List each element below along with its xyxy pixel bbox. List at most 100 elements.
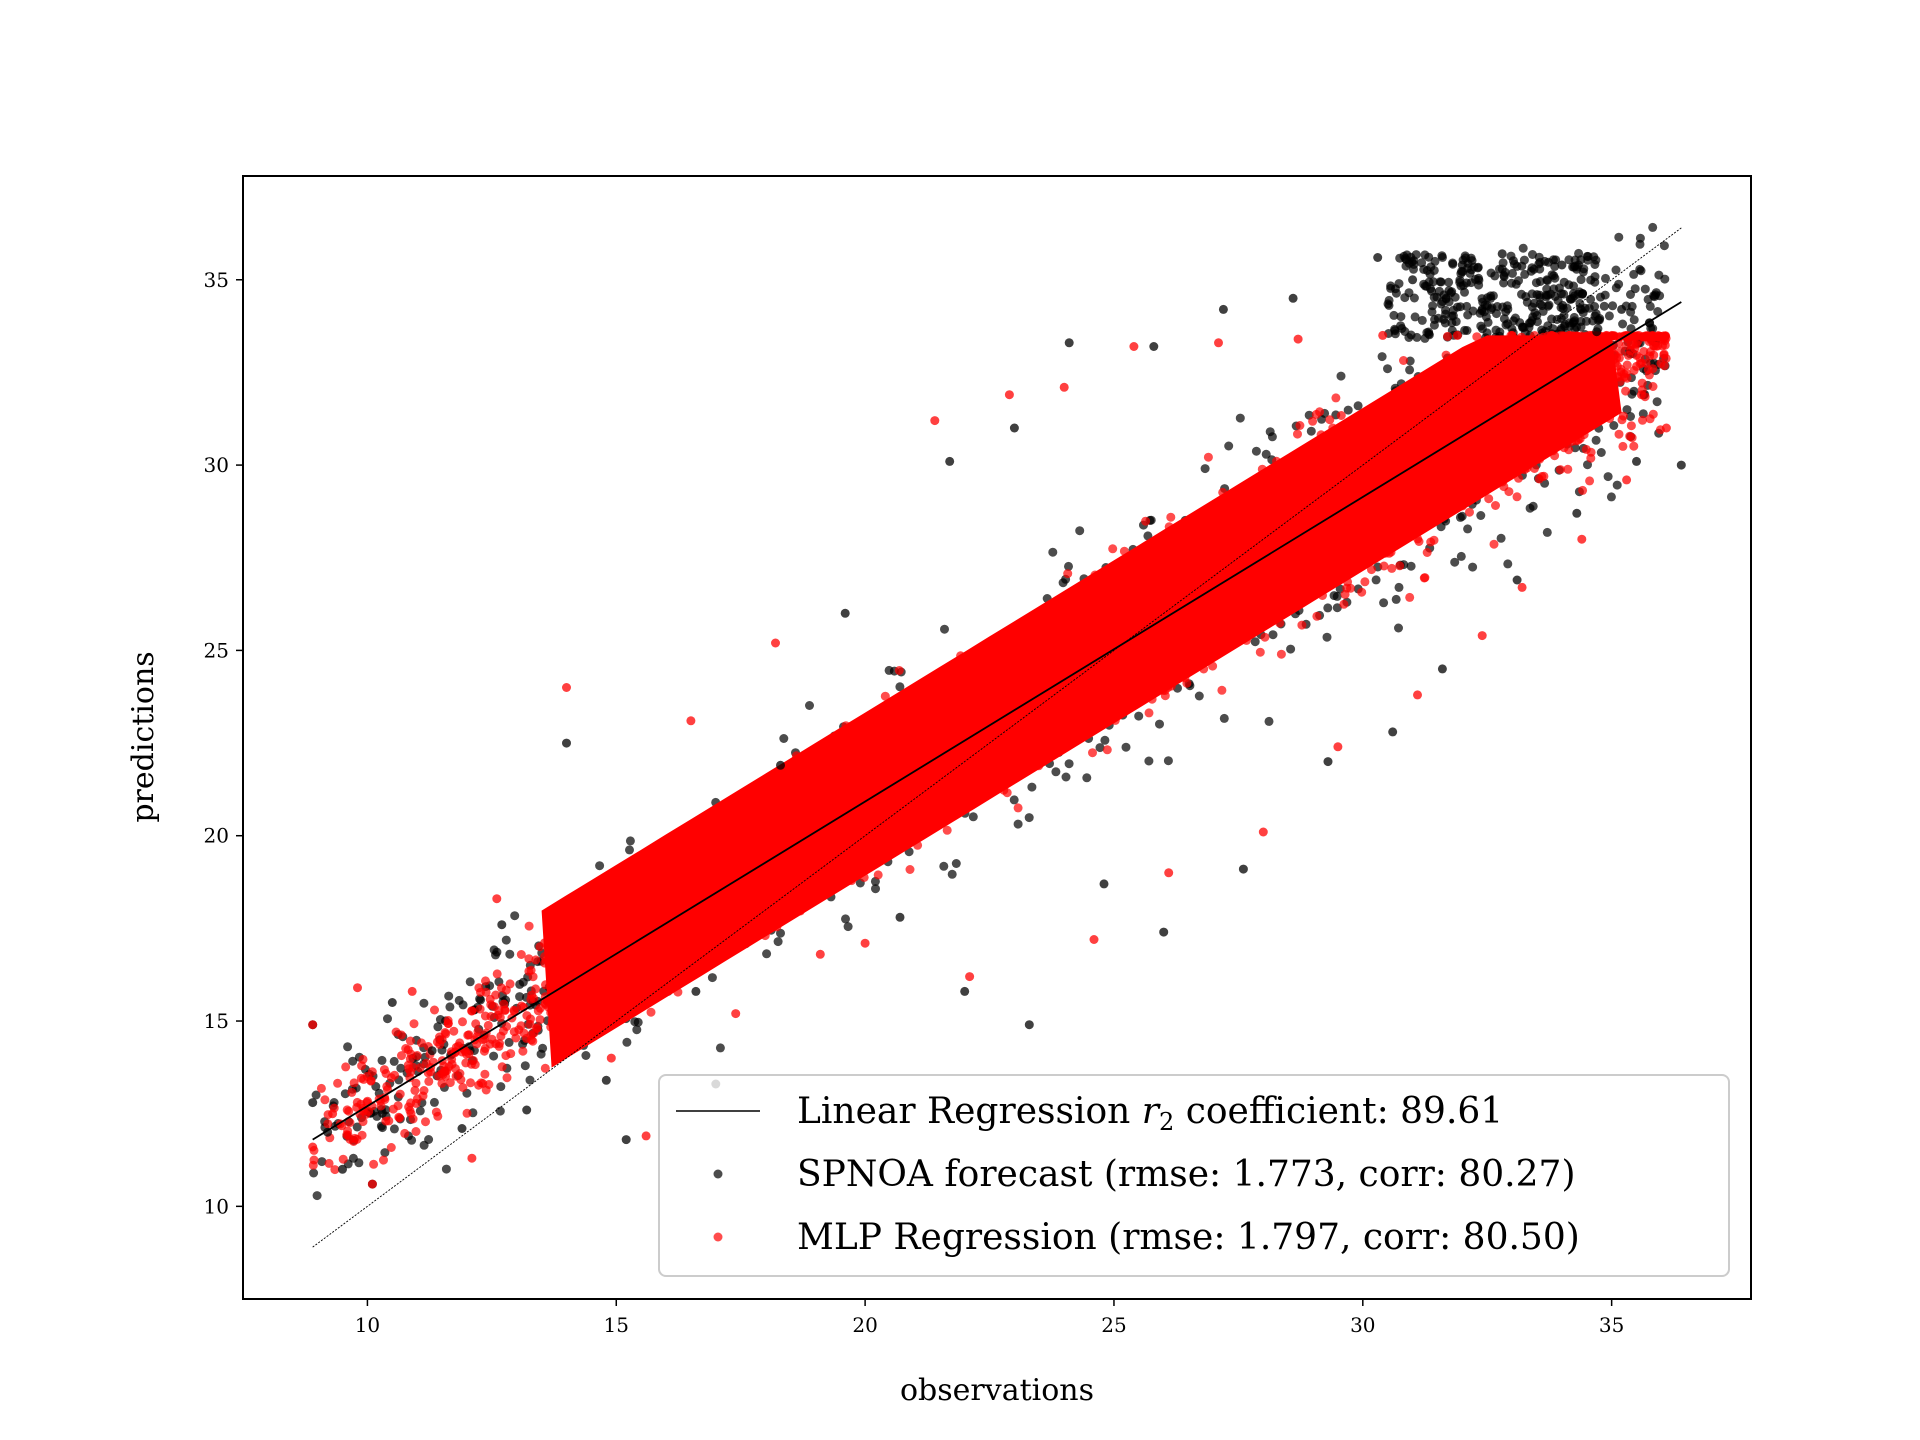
mlp-point	[499, 999, 509, 1009]
mlp-point	[606, 1053, 616, 1063]
spnoa-point	[1061, 772, 1071, 782]
spnoa-point	[1550, 273, 1560, 283]
mlp-point	[1164, 868, 1174, 878]
mlp-point	[352, 1097, 362, 1107]
spnoa-point	[1556, 324, 1566, 333]
x-tick-label: 35	[1599, 1313, 1624, 1337]
spnoa-point	[1400, 254, 1410, 263]
spnoa-point	[1462, 301, 1472, 311]
mlp-point	[338, 1154, 348, 1164]
mlp-point	[1276, 649, 1286, 659]
mlp-point	[535, 1003, 545, 1013]
spnoa-point	[1529, 298, 1539, 308]
spnoa-point	[1556, 302, 1566, 312]
spnoa-point	[444, 991, 454, 1001]
spnoa-point	[1592, 327, 1602, 337]
mlp-point	[1203, 452, 1213, 462]
mlp-point	[464, 1030, 474, 1040]
mlp-point	[516, 950, 526, 959]
spnoa-point	[1528, 250, 1537, 259]
mlp-point	[1621, 386, 1631, 396]
spnoa-point	[1406, 561, 1416, 571]
mlp-point	[440, 1067, 450, 1077]
spnoa-point	[1420, 281, 1430, 291]
spnoa-point	[1009, 423, 1019, 433]
spnoa-point	[1482, 301, 1492, 311]
spnoa-point	[1391, 594, 1401, 604]
spnoa-point	[1373, 253, 1383, 262]
spnoa-point	[1394, 582, 1404, 592]
spnoa-point	[625, 845, 634, 855]
spnoa-point	[491, 950, 500, 960]
mlp-point	[495, 1012, 505, 1022]
mlp-point	[1465, 507, 1474, 517]
mlp-point	[880, 691, 890, 701]
spnoa-point	[1541, 292, 1551, 302]
spnoa-point	[1264, 716, 1274, 726]
spnoa-point	[633, 1017, 643, 1027]
spnoa-point	[465, 977, 475, 987]
mlp-point	[1429, 535, 1439, 545]
mlp-point	[1637, 378, 1647, 388]
spnoa-point	[1224, 441, 1234, 451]
mlp-point	[1331, 393, 1341, 403]
spnoa-point	[1343, 405, 1353, 415]
spnoa-point	[1009, 795, 1019, 805]
mlp-point	[1586, 453, 1596, 463]
mlp-point	[424, 1076, 434, 1086]
spnoa-point	[1474, 273, 1483, 283]
mlp-point	[395, 1089, 405, 1099]
mlp-point	[502, 1073, 512, 1083]
mlp-point	[860, 938, 870, 948]
spnoa-point	[1121, 742, 1131, 752]
mlp-point	[1504, 487, 1514, 497]
spnoa-point	[389, 1056, 399, 1066]
spnoa-point	[429, 1097, 439, 1107]
mlp-point	[415, 1063, 425, 1073]
mlp-point	[474, 1080, 484, 1090]
spnoa-point	[1614, 279, 1624, 289]
spnoa-point	[1498, 302, 1508, 312]
spnoa-point	[1194, 691, 1204, 701]
spnoa-point	[1408, 275, 1418, 285]
spnoa-point	[1261, 449, 1271, 459]
mlp-point	[532, 1024, 542, 1034]
mlp-point	[1484, 494, 1494, 504]
mlp-point	[1141, 516, 1151, 526]
spnoa-point	[1024, 813, 1034, 823]
mlp-point	[410, 1085, 420, 1095]
spnoa-point	[895, 682, 905, 692]
mlp-point	[1581, 444, 1591, 454]
mlp-point	[483, 1020, 493, 1030]
spnoa-point	[1268, 630, 1278, 640]
spnoa-point	[1430, 315, 1440, 324]
spnoa-point	[1429, 292, 1439, 302]
mlp-point	[495, 1039, 504, 1048]
spnoa-point	[424, 1135, 434, 1144]
spnoa-point	[1058, 578, 1068, 588]
mlp-point	[1629, 441, 1639, 451]
spnoa-point	[317, 1157, 327, 1167]
mlp-point	[376, 1101, 386, 1111]
spnoa-point	[632, 1025, 642, 1035]
spnoa-point	[1586, 294, 1596, 304]
spnoa-point	[476, 995, 486, 1005]
spnoa-point	[1629, 315, 1639, 325]
spnoa-point	[1322, 632, 1332, 642]
mlp-point	[345, 1118, 355, 1128]
mlp-point	[905, 865, 915, 874]
mlp-point	[1452, 330, 1462, 340]
spnoa-point	[1569, 312, 1579, 322]
mlp-point	[1295, 421, 1305, 430]
mlp-point	[1260, 632, 1270, 642]
mlp-point	[1648, 382, 1658, 391]
mlp-point	[528, 972, 538, 982]
spnoa-point	[457, 1124, 467, 1133]
mlp-point	[480, 1069, 490, 1079]
spnoa-point	[510, 911, 520, 921]
mlp-point	[1089, 935, 1099, 944]
spnoa-point	[1371, 575, 1381, 585]
spnoa-point	[773, 937, 783, 947]
mlp-point	[524, 954, 534, 964]
spnoa-point	[338, 1164, 347, 1174]
